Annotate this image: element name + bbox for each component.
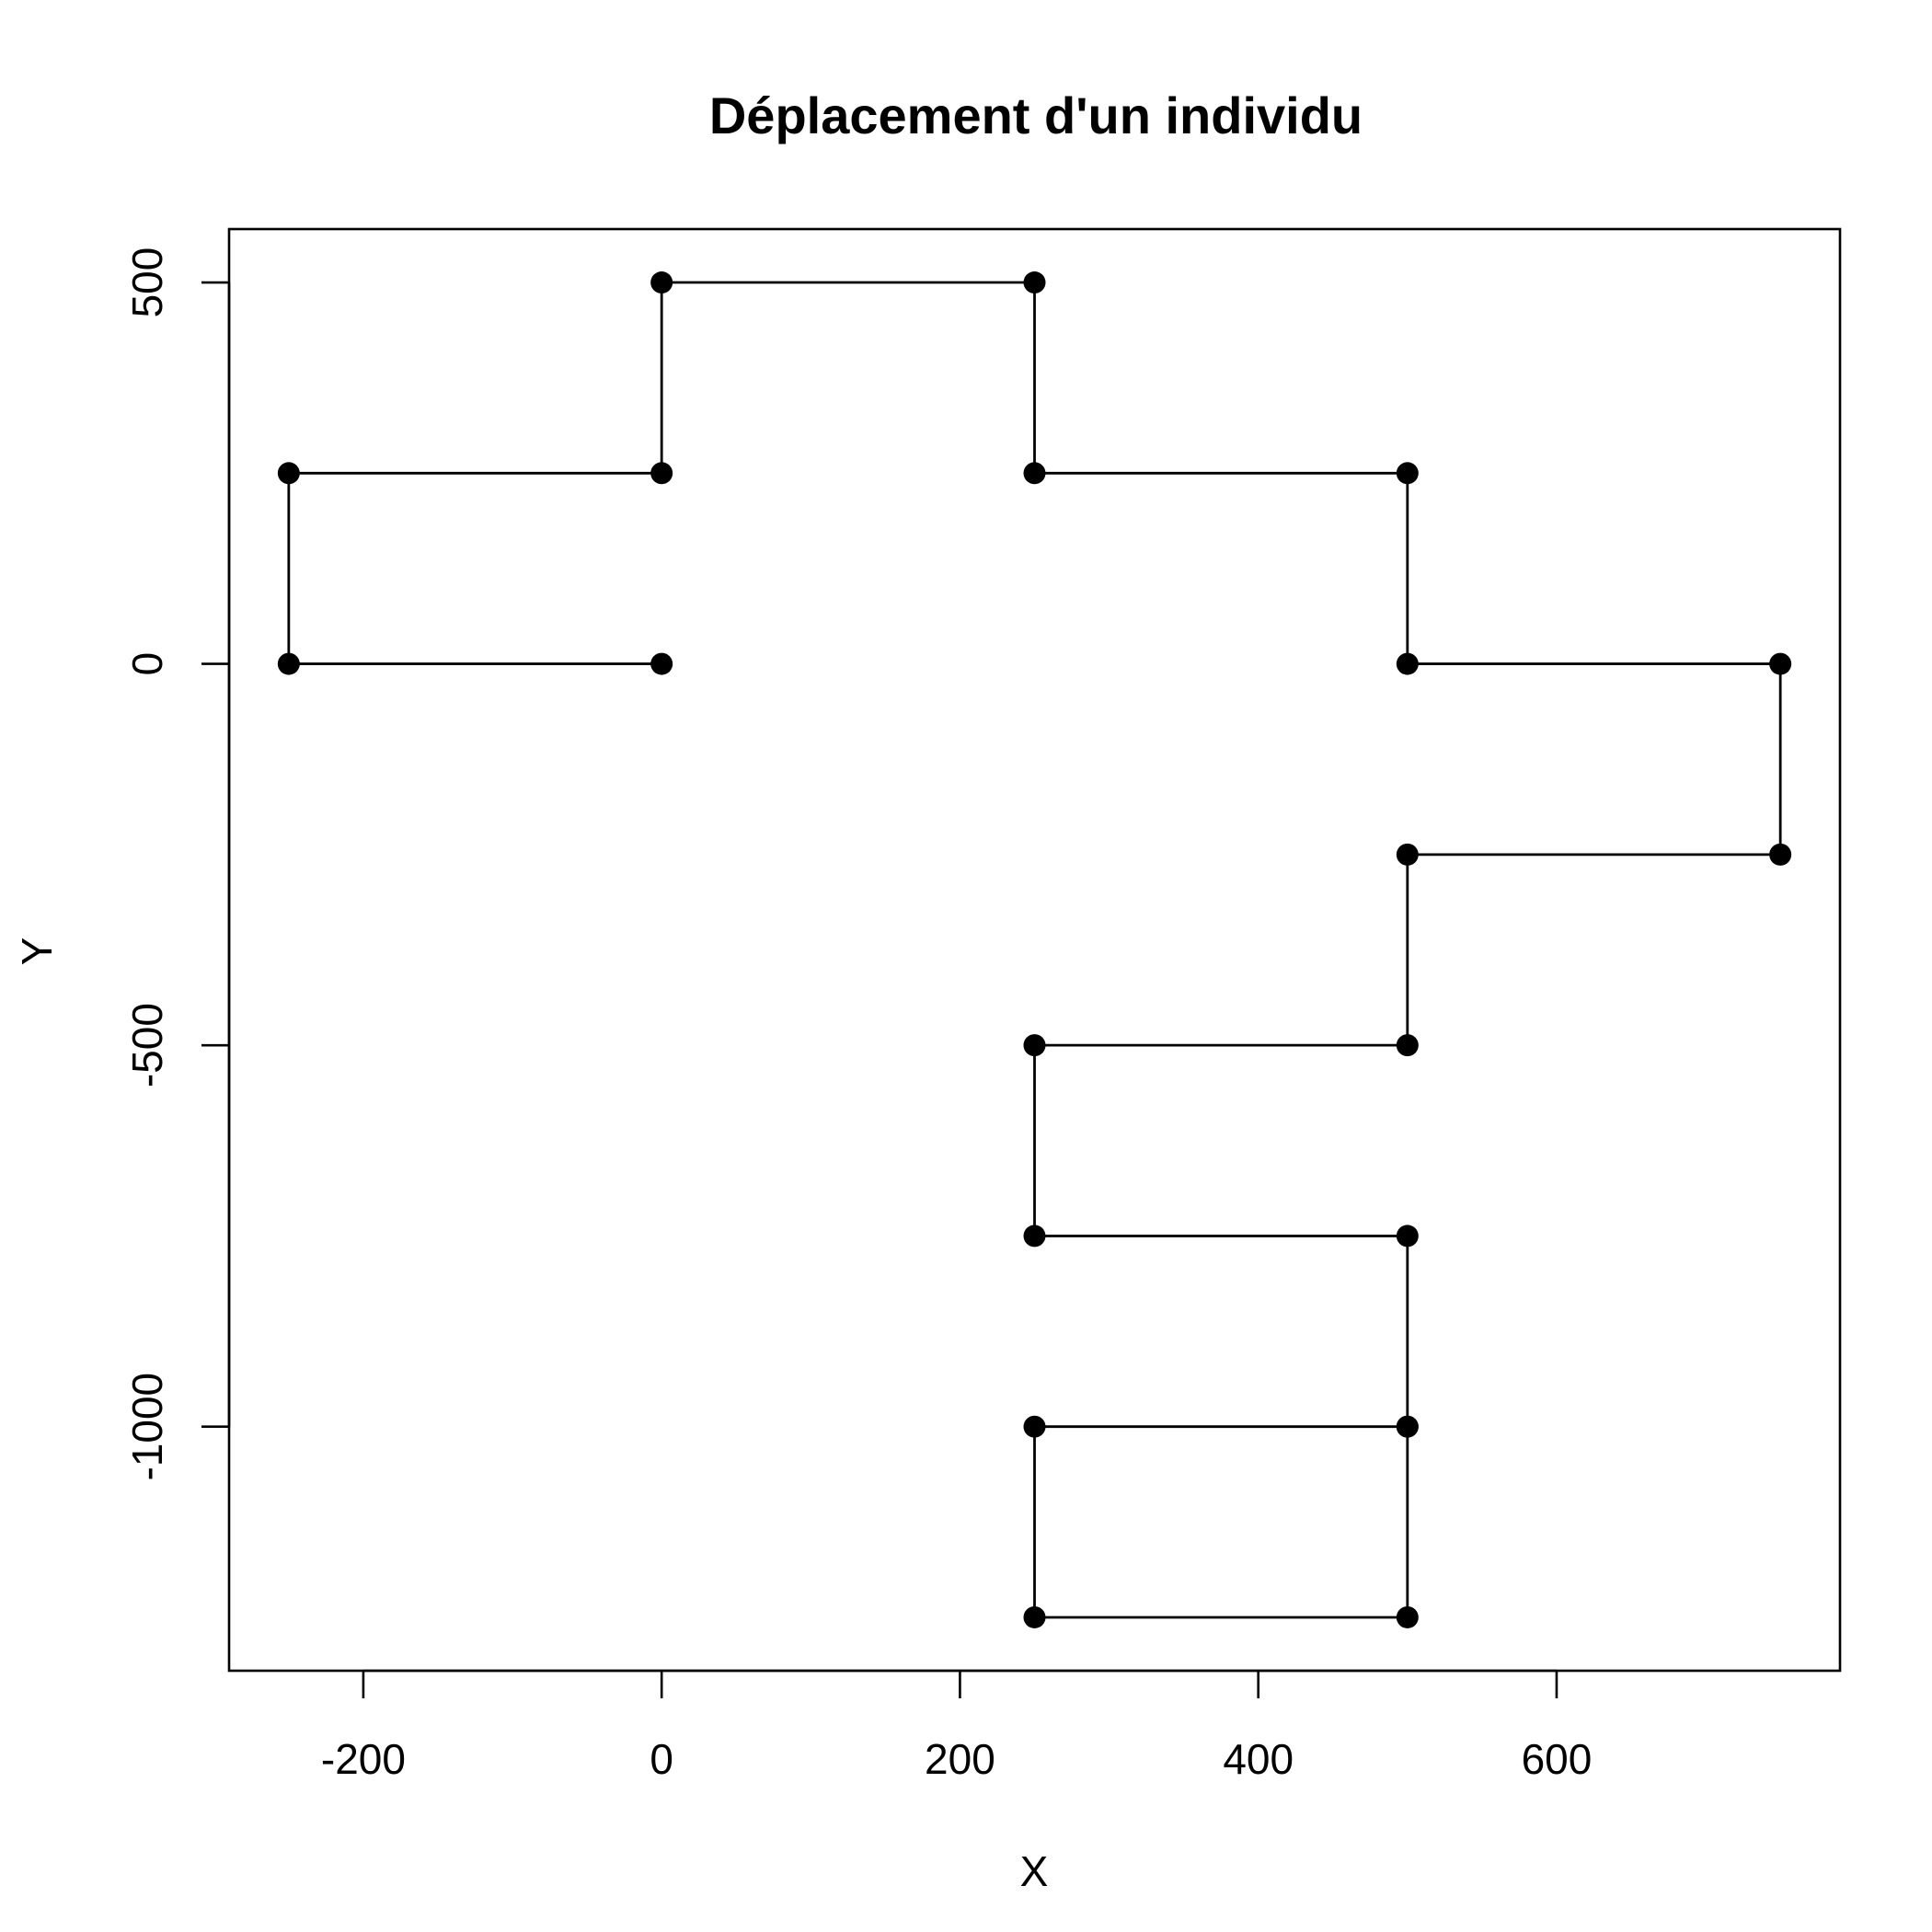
y-axis-label: Y (13, 937, 61, 966)
data-point (650, 652, 673, 675)
x-axis: -200 0 200 400 600 (321, 1669, 1593, 1783)
data-point (650, 462, 673, 485)
data-point (1396, 1034, 1419, 1057)
data-point (277, 652, 300, 675)
data-point (1023, 271, 1046, 294)
trajectory-series (277, 271, 1792, 1628)
data-point (1769, 843, 1792, 866)
data-point (1023, 462, 1046, 485)
y-tick-label: -1000 (123, 1373, 171, 1481)
data-point (1396, 462, 1419, 485)
x-tick-label: -200 (321, 1735, 406, 1783)
data-point (277, 462, 300, 485)
x-tick-label: 600 (1522, 1735, 1593, 1783)
data-point (1396, 843, 1419, 866)
data-point (1023, 1605, 1046, 1628)
y-axis: -1000 -500 0 500 (123, 247, 231, 1481)
data-point (1396, 1225, 1419, 1248)
data-point (1023, 1415, 1046, 1438)
x-tick-label: 400 (1223, 1735, 1294, 1783)
data-point (1023, 1225, 1046, 1248)
y-tick-label: 500 (123, 247, 171, 318)
x-tick-label: 200 (925, 1735, 995, 1783)
x-axis-label: X (1020, 1847, 1049, 1895)
data-point (1396, 1605, 1419, 1628)
y-tick-label: -500 (123, 1003, 171, 1087)
data-point (1396, 652, 1419, 675)
data-point (1396, 1415, 1419, 1438)
data-point (650, 271, 673, 294)
y-tick-label: 0 (123, 652, 171, 676)
data-point (1769, 652, 1792, 675)
data-point (1023, 1034, 1046, 1057)
x-tick-label: 0 (650, 1735, 673, 1783)
chart-title: Déplacement d'un individu (709, 86, 1363, 144)
